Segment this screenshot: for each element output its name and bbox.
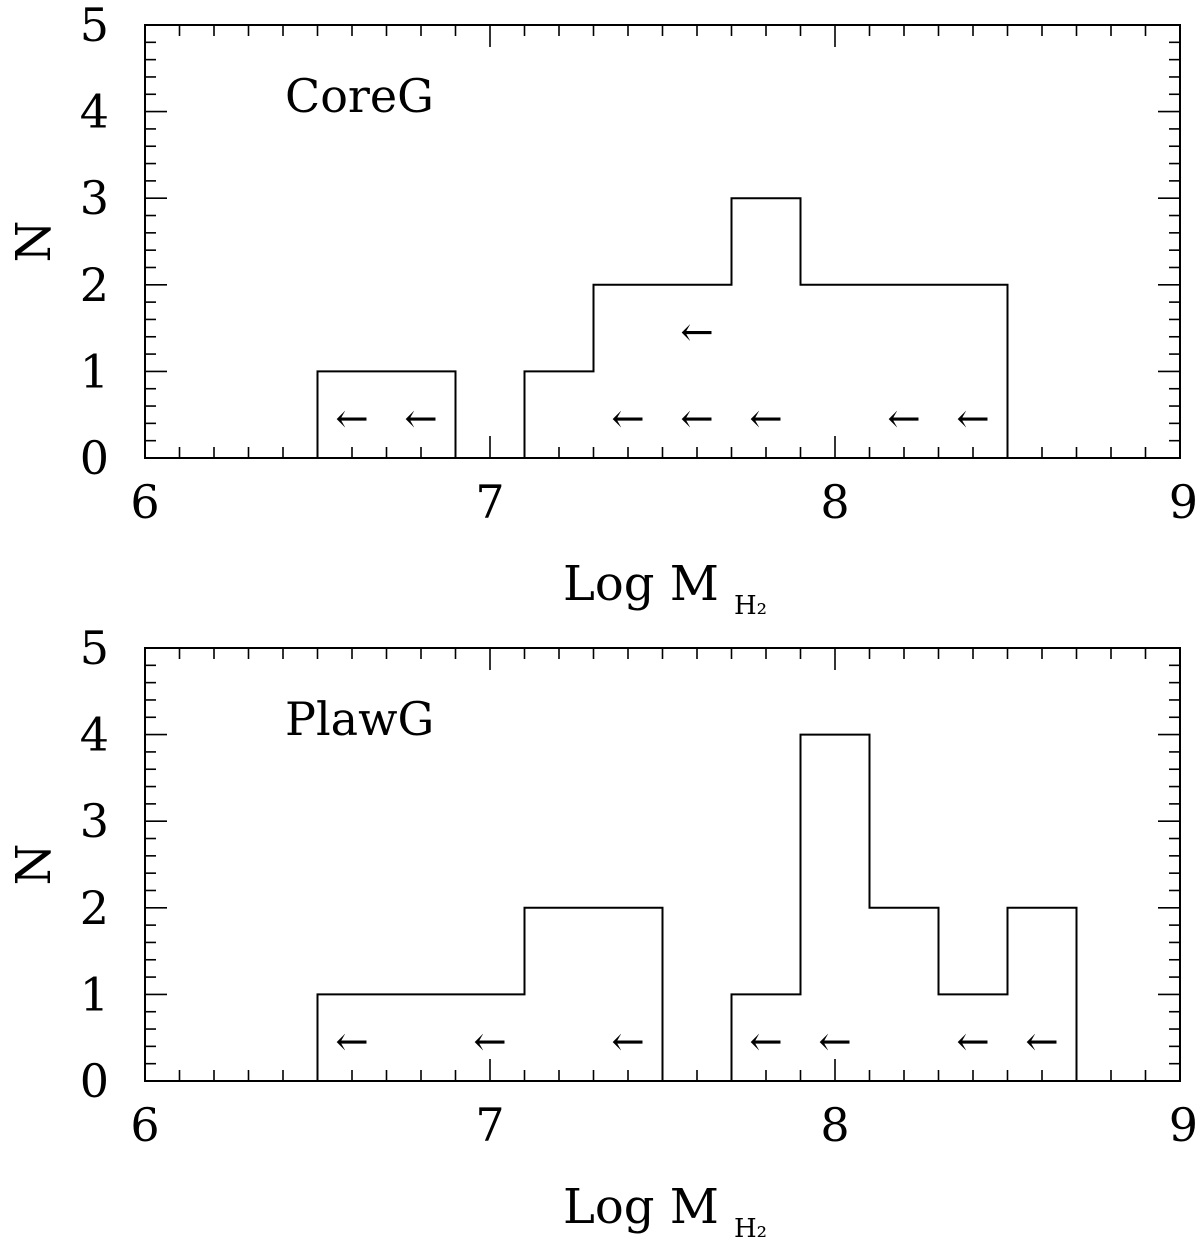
upper-limit-arrow: ← bbox=[680, 396, 714, 442]
y-tick-label: 5 bbox=[80, 621, 109, 675]
y-tick-label: 4 bbox=[80, 85, 109, 139]
upper-limit-arrow: ← bbox=[611, 396, 645, 442]
histogram-outline bbox=[145, 197, 1180, 459]
y-tick-label: 1 bbox=[80, 344, 109, 398]
y-tick-label: 5 bbox=[80, 0, 109, 52]
upper-limit-arrow: ← bbox=[473, 1019, 507, 1065]
y-tick-label: 1 bbox=[80, 967, 109, 1021]
y-axis-label: N bbox=[6, 844, 62, 886]
histogram-bar bbox=[870, 908, 939, 1081]
y-tick-label: 4 bbox=[80, 708, 109, 762]
x-tick-label: 8 bbox=[820, 1098, 849, 1152]
chart-panel-1: 6 7 8 9 0 1 2 3 4 5 ← ← ← ← ← ← ← ← CoreG N Log M H₂ bbox=[6, 0, 1198, 621]
upper-limit-arrow: ← bbox=[1025, 1019, 1059, 1065]
x-axis-label-subscript: H₂ bbox=[734, 1214, 767, 1242]
x-tick-label: 8 bbox=[820, 475, 849, 529]
histogram-bar bbox=[387, 994, 456, 1081]
x-tick-label: 6 bbox=[130, 1098, 159, 1152]
upper-limit-arrow: ← bbox=[956, 1019, 990, 1065]
panel-title: CoreG bbox=[285, 69, 434, 123]
x-tick-label: 6 bbox=[130, 475, 159, 529]
upper-limit-arrow: ← bbox=[956, 396, 990, 442]
upper-limit-arrow: ← bbox=[818, 1019, 852, 1065]
y-tick-label: 0 bbox=[80, 431, 109, 485]
chart-panel-2: 6 7 8 9 0 1 2 3 4 5 ← ← ← ← ← ← ← PlawG N Log M H₂ bbox=[6, 621, 1198, 1242]
upper-limit-arrow: ← bbox=[404, 396, 438, 442]
upper-limit-arrow: ← bbox=[335, 396, 369, 442]
upper-limit-arrow: ← bbox=[749, 1019, 783, 1065]
y-tick-label: 2 bbox=[80, 258, 109, 312]
panel-title: PlawG bbox=[285, 692, 434, 746]
y-axis-label: N bbox=[6, 221, 62, 263]
upper-limit-arrow: ← bbox=[335, 1019, 369, 1065]
upper-limit-arrow: ← bbox=[611, 1019, 645, 1065]
upper-limit-arrow: ← bbox=[887, 396, 921, 442]
y-tick-label: 0 bbox=[80, 1054, 109, 1108]
y-tick-label: 2 bbox=[80, 881, 109, 935]
x-tick-label: 7 bbox=[475, 475, 504, 529]
y-tick-label: 3 bbox=[80, 171, 109, 225]
histogram-bar bbox=[525, 908, 594, 1081]
x-axis-label: Log M bbox=[563, 1179, 719, 1235]
x-tick-label: 7 bbox=[475, 1098, 504, 1152]
x-axis-label: Log M bbox=[563, 556, 719, 612]
histogram-bar bbox=[801, 285, 870, 458]
x-tick-label: 9 bbox=[1169, 475, 1198, 529]
histogram-outline bbox=[145, 733, 1180, 1082]
x-tick-label: 9 bbox=[1169, 1098, 1198, 1152]
upper-limit-arrow: ← bbox=[680, 309, 714, 355]
y-tick-label: 3 bbox=[80, 794, 109, 848]
upper-limit-arrow: ← bbox=[749, 396, 783, 442]
histogram-bar bbox=[525, 371, 594, 458]
x-axis-label-subscript: H₂ bbox=[734, 591, 767, 621]
